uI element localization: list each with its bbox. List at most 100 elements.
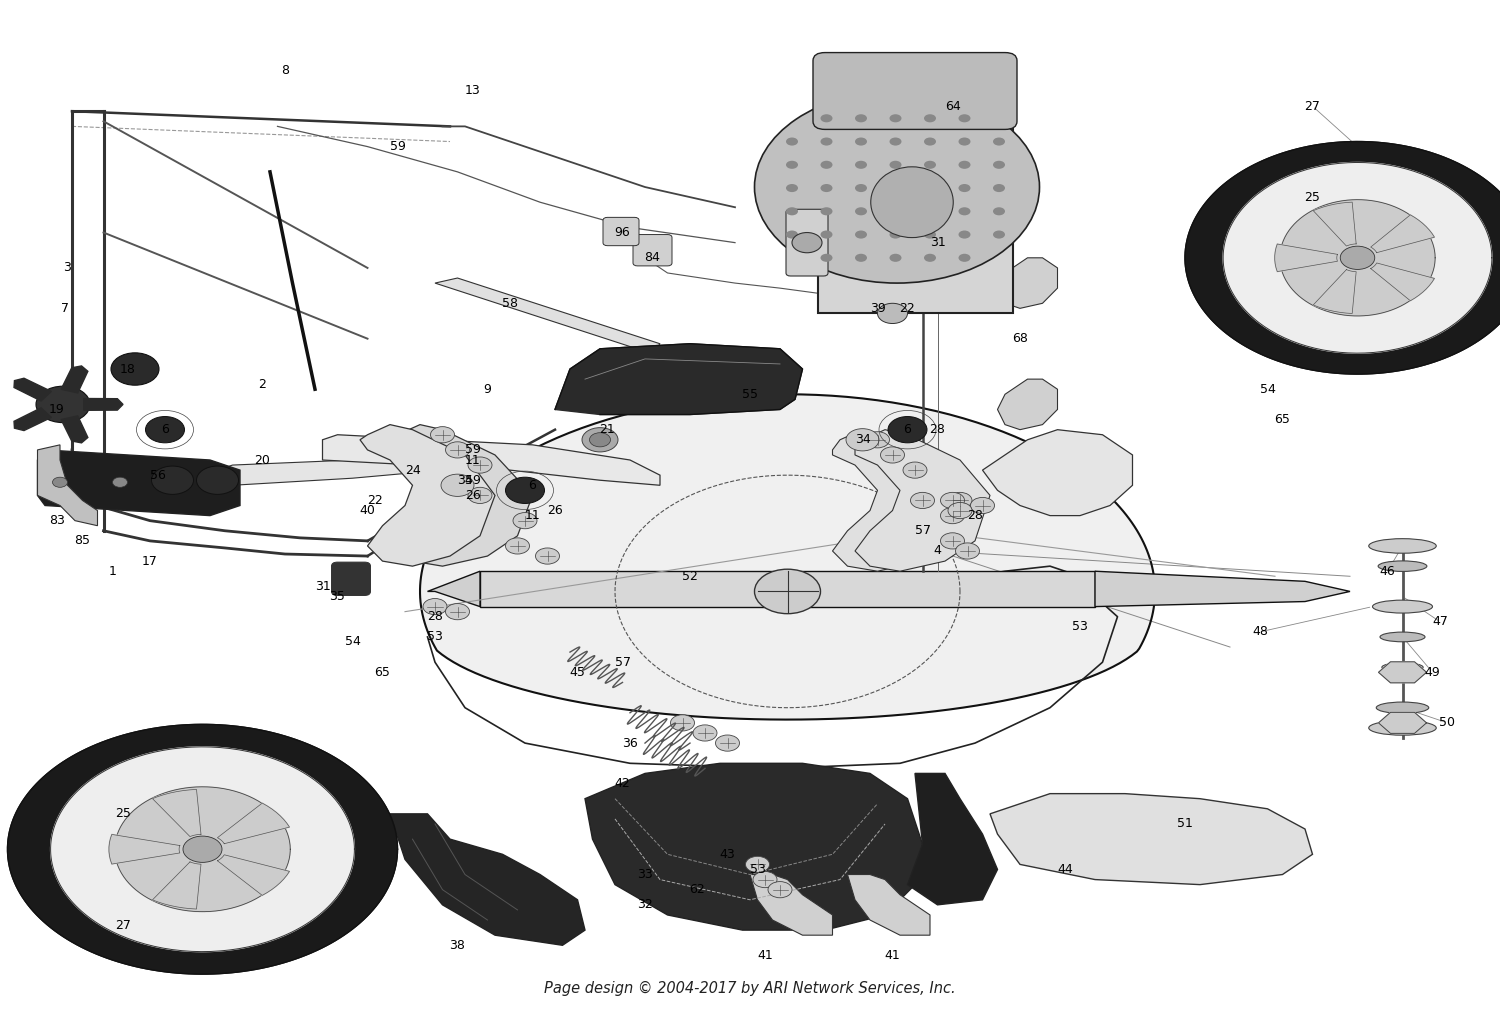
Text: 52: 52 [682,570,698,582]
Circle shape [446,604,470,620]
Circle shape [821,114,833,122]
Polygon shape [585,763,922,930]
Circle shape [855,207,867,215]
Circle shape [924,114,936,122]
Circle shape [924,184,936,192]
Circle shape [958,254,970,262]
Polygon shape [847,875,930,935]
Ellipse shape [870,167,954,238]
Circle shape [821,231,833,239]
Ellipse shape [1372,601,1432,613]
Text: 19: 19 [50,403,64,416]
Polygon shape [110,834,180,864]
Polygon shape [390,425,532,566]
Polygon shape [480,571,1095,607]
Circle shape [956,543,980,559]
FancyBboxPatch shape [813,53,1017,129]
Polygon shape [555,344,802,415]
Circle shape [468,487,492,503]
Polygon shape [217,854,290,896]
Text: 26: 26 [465,489,480,501]
Circle shape [855,231,867,239]
Polygon shape [84,398,123,410]
Polygon shape [1095,571,1350,607]
Circle shape [506,538,530,554]
Text: 85: 85 [75,535,90,547]
Text: 1: 1 [108,565,117,577]
Text: 8: 8 [280,65,290,77]
Text: 33: 33 [638,868,652,881]
Polygon shape [833,430,968,571]
Circle shape [753,871,777,888]
Polygon shape [62,416,88,443]
Circle shape [855,114,867,122]
Polygon shape [1280,200,1436,315]
Ellipse shape [1378,561,1426,571]
Text: 49: 49 [1425,666,1440,678]
Ellipse shape [1368,721,1437,735]
Circle shape [924,207,936,215]
Circle shape [924,161,936,169]
Text: 47: 47 [1432,616,1448,628]
Circle shape [993,161,1005,169]
Circle shape [506,477,544,503]
Text: 39: 39 [870,302,885,314]
Circle shape [878,303,908,324]
Circle shape [423,599,447,615]
Circle shape [112,477,128,487]
Text: 64: 64 [945,100,960,112]
Polygon shape [360,425,495,566]
Circle shape [468,457,492,473]
Circle shape [993,137,1005,146]
Text: 17: 17 [142,555,158,567]
Circle shape [890,114,902,122]
Text: 57: 57 [915,525,930,537]
Circle shape [855,137,867,146]
Circle shape [958,207,970,215]
Polygon shape [116,787,291,912]
Circle shape [890,254,902,262]
Text: 54: 54 [345,636,360,648]
Circle shape [993,184,1005,192]
FancyBboxPatch shape [938,212,980,253]
Circle shape [754,91,1040,283]
Polygon shape [62,366,88,393]
Polygon shape [1371,263,1434,300]
Text: 24: 24 [405,464,420,476]
Circle shape [958,231,970,239]
Polygon shape [390,814,585,945]
Text: 53: 53 [1072,621,1088,633]
Text: 11: 11 [525,510,540,522]
Polygon shape [998,258,1058,308]
Polygon shape [38,445,98,526]
Circle shape [890,207,902,215]
Text: 2: 2 [258,378,267,390]
Text: 28: 28 [427,611,442,623]
Text: 38: 38 [450,939,465,951]
Text: Page design © 2004-2017 by ARI Network Services, Inc.: Page design © 2004-2017 by ARI Network S… [544,982,956,996]
Text: 59: 59 [465,474,480,486]
Circle shape [821,254,833,262]
Circle shape [786,184,798,192]
Polygon shape [982,430,1132,516]
Text: 32: 32 [638,899,652,911]
Circle shape [888,417,927,443]
Text: 34: 34 [458,474,472,486]
Circle shape [441,474,474,496]
Circle shape [582,428,618,452]
Circle shape [821,207,833,215]
Text: 84: 84 [645,252,660,264]
Text: 43: 43 [720,848,735,860]
Text: 6: 6 [903,424,912,436]
Text: 21: 21 [600,424,615,436]
Text: 59: 59 [465,444,480,456]
Text: 62: 62 [690,884,705,896]
Circle shape [890,137,902,146]
Text: 65: 65 [1275,413,1290,426]
Text: 25: 25 [1305,191,1320,203]
Circle shape [940,533,964,549]
Polygon shape [818,116,1013,313]
Ellipse shape [1382,663,1423,671]
Text: 65: 65 [375,666,390,678]
Circle shape [924,254,936,262]
